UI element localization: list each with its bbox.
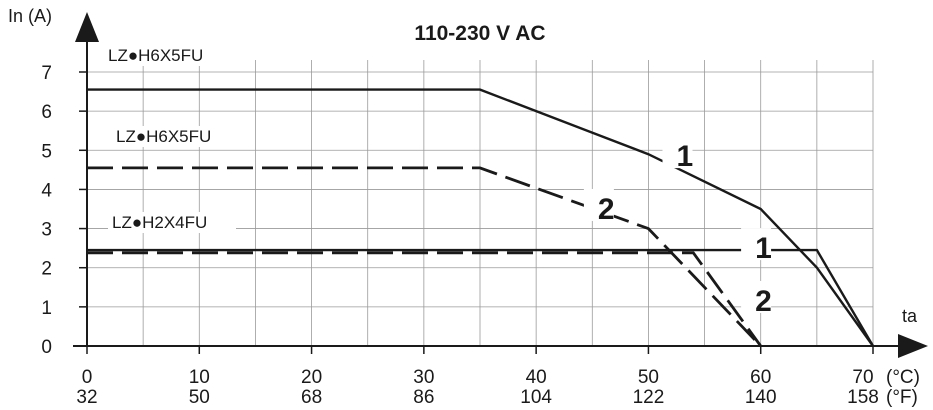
annotation-bg	[662, 136, 693, 169]
curve-annotation-2: 2	[598, 193, 615, 226]
x-tick-label-celsius: 30	[413, 367, 434, 388]
y-tick-label: 1	[41, 298, 52, 319]
y-tick-label: 7	[41, 63, 52, 84]
x-axis-label: ta	[902, 306, 918, 326]
series-line-3	[87, 248, 875, 347]
curve-annotation-3: 1	[755, 232, 772, 265]
x-tick-label-fahrenheit: 104	[520, 387, 552, 408]
series-label-1: LZ●H6X5FU	[108, 46, 203, 65]
tick-labels: 0123456703210502068308640104501226014070…	[41, 63, 878, 408]
series-line-2	[87, 166, 762, 347]
series-line-1	[87, 88, 874, 347]
y-axis-label: In (A)	[8, 6, 52, 26]
x-tick-label-celsius: 20	[301, 367, 322, 388]
x-tick-label-fahrenheit: 32	[76, 387, 97, 408]
series-label-2: LZ●H6X5FU	[116, 127, 211, 146]
y-tick-label: 4	[41, 180, 52, 201]
x-tick-label-celsius: 10	[189, 367, 210, 388]
x-tick-label-fahrenheit: 140	[745, 387, 777, 408]
y-axis-arrow	[75, 12, 99, 42]
y-tick-label: 6	[41, 102, 52, 123]
series-line-4	[87, 251, 762, 347]
series-layer	[87, 88, 875, 347]
x-tick-label-celsius: 0	[82, 367, 93, 388]
y-tick-label: 3	[41, 220, 52, 241]
curve-annotation-1: 1	[677, 140, 694, 173]
curve-annotation-4: 2	[755, 285, 772, 318]
series-label-bg	[112, 126, 240, 147]
y-tick-label: 2	[41, 259, 52, 280]
annotation-bg	[741, 280, 772, 313]
y-tick-label: 0	[41, 337, 52, 358]
x-tick-label-fahrenheit: 86	[413, 387, 434, 408]
series-label-3: LZ●H2X4FU	[112, 213, 207, 232]
x-tick-label-celsius: 40	[526, 367, 547, 388]
x-tick-label-fahrenheit: 50	[189, 387, 210, 408]
x-tick-label-celsius: 50	[638, 367, 659, 388]
x-tick-label-fahrenheit: 158	[847, 387, 879, 408]
series-label-bg	[108, 212, 236, 233]
x-tick-label-celsius: 60	[750, 367, 771, 388]
y-tick-label: 5	[41, 141, 52, 162]
x-tick-label-fahrenheit: 122	[633, 387, 665, 408]
x-tick-label-celsius: 70	[852, 367, 873, 388]
series-label-bg	[104, 45, 232, 66]
x-tick-label-fahrenheit: 68	[301, 387, 322, 408]
annotation-bg	[583, 188, 614, 221]
x-axis-arrow	[898, 334, 928, 358]
chart-title: 110-230 V AC	[414, 22, 545, 45]
annotation-bg	[741, 228, 772, 261]
x-unit-celsius: (°C)	[886, 367, 920, 388]
grid-lines	[86, 60, 874, 346]
x-unit-fahrenheit: (°F)	[886, 387, 918, 408]
labels-layer: LZ●H6X5FU LZ●H6X5FU LZ●H2X4FU 1 2 1 2	[104, 45, 772, 318]
